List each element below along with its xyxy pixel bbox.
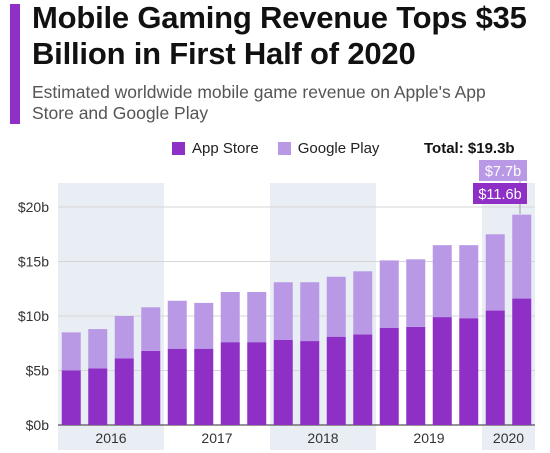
legend-label-app-store: App Store	[192, 140, 259, 157]
x-tick-label: 2017	[201, 430, 232, 446]
bar-app-store	[300, 341, 320, 425]
accent-bar	[10, 4, 20, 124]
bar-google-play	[167, 300, 187, 349]
x-tick-label: 2018	[307, 430, 338, 446]
bar-google-play	[194, 302, 214, 349]
bar-google-play	[114, 316, 134, 359]
bar-google-play	[247, 292, 267, 343]
bar-app-store	[406, 326, 426, 425]
bar-google-play	[379, 260, 399, 328]
bar-google-play	[512, 214, 532, 299]
y-tick-label: $5b	[26, 363, 50, 379]
app-store-callout-text: $11.6b	[478, 187, 521, 203]
bar-app-store	[432, 317, 452, 425]
y-tick-label: $20b	[18, 199, 49, 215]
total-label: Total: $19.3b	[424, 140, 515, 157]
bar-google-play	[353, 271, 373, 335]
bar-google-play	[432, 245, 452, 318]
bar-google-play	[300, 282, 320, 342]
chart-subtitle: Estimated worldwide mobile game revenue …	[32, 82, 486, 123]
bar-app-store	[326, 336, 346, 425]
bar-google-play	[88, 329, 108, 369]
bar-google-play	[459, 245, 479, 319]
bar-app-store	[512, 298, 532, 425]
app-store-callout-box	[473, 183, 527, 204]
bar-app-store	[273, 339, 293, 425]
bar-app-store	[88, 368, 108, 425]
chart-title: Mobile Gaming Revenue Tops $35 Billion i…	[32, 0, 527, 71]
bar-google-play	[141, 307, 161, 351]
bar-app-store	[167, 348, 187, 425]
bar-google-play	[406, 259, 426, 327]
y-tick-label: $15b	[18, 254, 49, 270]
google-play-swatch	[277, 142, 291, 155]
bar-app-store	[379, 327, 399, 425]
legend: App Store Google Play	[172, 140, 398, 157]
bar-app-store	[114, 358, 134, 425]
bar-google-play	[220, 292, 240, 343]
x-tick-label: 2020	[493, 430, 524, 446]
legend-label-google-play: Google Play	[297, 140, 380, 157]
bar-app-store	[459, 318, 479, 425]
y-tick-label: $0b	[26, 417, 50, 433]
bar-app-store	[220, 342, 240, 425]
y-tick-label: $10b	[18, 308, 49, 324]
google-play-callout-box	[479, 160, 527, 181]
x-tick-label: 2019	[413, 430, 444, 446]
bar-google-play	[61, 332, 81, 371]
bar-google-play	[273, 282, 293, 340]
bar-app-store	[247, 342, 267, 425]
legend-item-google-play: Google Play	[277, 140, 380, 157]
bar-google-play	[485, 234, 505, 311]
bar-app-store	[353, 334, 373, 425]
bar-app-store	[485, 310, 505, 425]
bar-app-store	[141, 350, 161, 425]
x-tick-label: 2016	[95, 430, 126, 446]
bar-app-store	[194, 348, 214, 425]
legend-item-app-store: App Store	[172, 140, 259, 157]
google-play-callout-text: $7.7b	[485, 164, 521, 180]
app-store-swatch	[172, 142, 185, 155]
bar-google-play	[326, 276, 346, 337]
bar-app-store	[61, 370, 81, 425]
